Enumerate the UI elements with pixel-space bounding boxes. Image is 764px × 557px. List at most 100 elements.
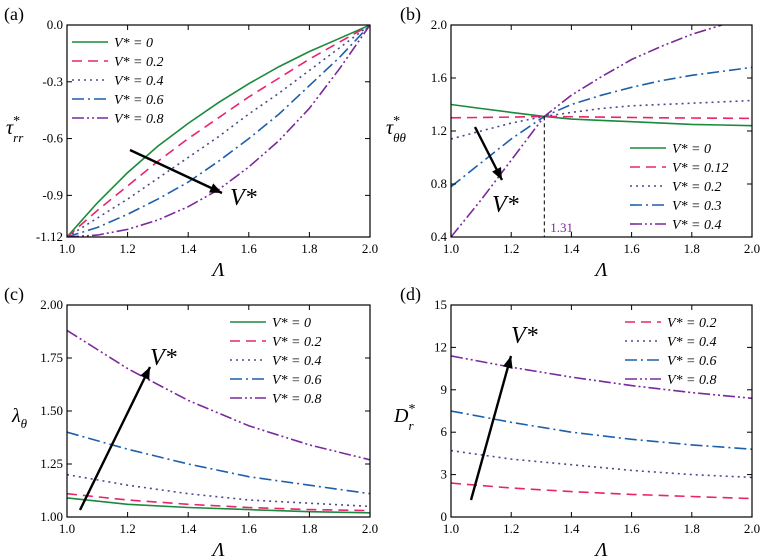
series-line-c-1 bbox=[67, 492, 370, 512]
y-tick-label: 0.0 bbox=[47, 17, 63, 32]
legend: V* = 0 V* = 0.12 V* = 0.2 V* = 0.3 V* = 0.4 bbox=[630, 142, 729, 233]
y-tick-label: 1.00 bbox=[40, 509, 63, 524]
panel-a: 1.0 1.2 1.4 1.6 1.8 2.0 0.0 -0.3 -0.6 -0.9 -1.12 Λτ… bbox=[4, 4, 378, 281]
series-line-a-2 bbox=[67, 25, 370, 237]
series-line-d-2 bbox=[451, 410, 752, 450]
legend-label-0: V* = 0 bbox=[272, 316, 311, 331]
legend-label-4: V* = 0.4 bbox=[672, 218, 722, 233]
panel-label: (d) bbox=[400, 284, 421, 305]
y-label-sub: θ bbox=[21, 416, 28, 431]
legend-label-2: V* = 0.2 bbox=[672, 180, 722, 195]
y-axis-label: τ* θθ bbox=[386, 114, 407, 145]
y-label-sup: * bbox=[13, 114, 20, 129]
panel-c: 1.0 1.2 1.4 1.6 1.8 2.0 1.00 1.25 1.50 1.75 2.00 Λλ… bbox=[4, 284, 378, 557]
y-label-main: τ bbox=[386, 117, 394, 139]
plot-frame bbox=[66, 304, 371, 518]
series-line-d-0 bbox=[451, 482, 752, 500]
trend-arrow-head bbox=[140, 367, 150, 380]
y-tick-label: 15 bbox=[434, 297, 447, 312]
y-tick-label: -1.12 bbox=[36, 229, 63, 244]
x-axis-label: Λ bbox=[593, 539, 607, 557]
trend-arrow-label: V* bbox=[511, 323, 538, 349]
x-tick-label: 1.4 bbox=[563, 521, 580, 536]
legend-label-1: V* = 0.2 bbox=[114, 55, 164, 70]
y-label-main: D bbox=[393, 405, 409, 427]
panel-label: (a) bbox=[4, 4, 24, 25]
series-line-c-4 bbox=[67, 329, 370, 461]
y-tick-label: -0.6 bbox=[42, 131, 63, 146]
x-tick-label: 2.0 bbox=[362, 521, 378, 536]
legend: V* = 0 V* = 0.2 V* = 0.4 V* = 0.6 V* = 0.8 bbox=[72, 36, 164, 127]
series-line-a-3 bbox=[67, 25, 370, 237]
legend-label-1: V* = 0.4 bbox=[667, 335, 717, 350]
series-line-b-4 bbox=[451, 25, 723, 237]
y-label-sup: * bbox=[393, 114, 400, 129]
x-tick-label: 1.4 bbox=[180, 521, 197, 536]
legend-label-0: V* = 0 bbox=[114, 36, 153, 51]
series-line-c-0 bbox=[67, 497, 370, 514]
trend-arrow-label: V* bbox=[230, 185, 257, 211]
y-tick-label: 1.50 bbox=[40, 403, 63, 418]
legend-label-3: V* = 0.6 bbox=[272, 373, 322, 388]
trend-arrow-head bbox=[502, 356, 513, 369]
series-line-b-1 bbox=[451, 115, 752, 120]
y-tick-label: 12 bbox=[434, 339, 447, 354]
legend-label-3: V* = 0.6 bbox=[114, 93, 164, 108]
legend-label-4: V* = 0.8 bbox=[272, 392, 322, 407]
y-tick-label: 6 bbox=[441, 424, 448, 439]
legend-label-2: V* = 0.6 bbox=[667, 354, 717, 369]
series-line-b-3 bbox=[451, 66, 752, 188]
x-tick-label: 1.6 bbox=[623, 521, 640, 536]
series-line-a-0 bbox=[67, 25, 370, 237]
y-tick-label: 0 bbox=[441, 509, 448, 524]
x-tick-label: 2.0 bbox=[744, 241, 760, 256]
y-tick-label: -0.3 bbox=[42, 74, 63, 89]
y-tick-label: 1.6 bbox=[431, 70, 448, 85]
y-tick-label: 2.00 bbox=[40, 297, 63, 312]
y-tick-label: 2.0 bbox=[431, 17, 447, 32]
panel-b: 1.31 1.0 1.2 1.4 1.6 1.8 2.0 0.4 0.8 1.2 1.6 2.0 Λτ*… bbox=[386, 4, 760, 281]
trend-arrow-label: V* bbox=[492, 192, 519, 218]
legend: V* = 0.2 V* = 0.4 V* = 0.6 V* = 0.8 bbox=[625, 316, 717, 388]
plot-frame bbox=[450, 304, 753, 518]
series-line-a-4 bbox=[67, 25, 370, 237]
y-tick-label: 0.8 bbox=[431, 176, 447, 191]
legend-label-2: V* = 0.4 bbox=[114, 74, 164, 89]
trend-arrow bbox=[129, 148, 223, 195]
x-tick-label: 1.0 bbox=[59, 241, 75, 256]
legend-label-0: V* = 0.2 bbox=[667, 316, 717, 331]
y-label-sup: * bbox=[408, 402, 415, 417]
x-tick-label: 1.8 bbox=[684, 241, 700, 256]
x-axis-label: Λ bbox=[593, 259, 607, 281]
legend-label-1: V* = 0.2 bbox=[272, 335, 322, 350]
x-tick-label: 1.0 bbox=[59, 521, 75, 536]
x-tick-label: 1.0 bbox=[443, 241, 459, 256]
x-tick-label: 1.8 bbox=[684, 521, 700, 536]
panel-label: (b) bbox=[400, 4, 421, 25]
trend-arrow-label: V* bbox=[150, 345, 177, 371]
series-line-d-3 bbox=[451, 355, 752, 400]
trend-arrow-head bbox=[492, 167, 502, 180]
y-label-main: τ bbox=[6, 117, 14, 139]
x-tick-label: 1.4 bbox=[563, 241, 580, 256]
legend-label-2: V* = 0.4 bbox=[272, 354, 322, 369]
x-tick-label: 1.2 bbox=[119, 241, 135, 256]
x-tick-label: 1.4 bbox=[180, 241, 197, 256]
legend-label-3: V* = 0.8 bbox=[667, 373, 717, 388]
y-tick-label: 9 bbox=[441, 382, 448, 397]
y-tick-label: 1.75 bbox=[40, 350, 63, 365]
x-tick-label: 1.0 bbox=[443, 521, 459, 536]
y-tick-label: 1.25 bbox=[40, 456, 63, 471]
panel-d: 1.0 1.2 1.4 1.6 1.8 2.0 0 3 6 9 12 15 Λ D* r (d) V* = 0.… bbox=[393, 284, 760, 557]
plot-frame bbox=[66, 24, 371, 238]
x-axis-label: Λ bbox=[210, 259, 224, 281]
series-line-d-1 bbox=[451, 449, 752, 479]
x-tick-label: 1.6 bbox=[623, 241, 640, 256]
legend-label-4: V* = 0.8 bbox=[114, 112, 164, 127]
x-tick-label: 1.2 bbox=[119, 521, 135, 536]
x-tick-label: 1.8 bbox=[301, 521, 317, 536]
y-tick-label: 3 bbox=[441, 467, 448, 482]
trend-arrow-head bbox=[209, 183, 222, 193]
y-label-sub: rr bbox=[13, 130, 24, 145]
